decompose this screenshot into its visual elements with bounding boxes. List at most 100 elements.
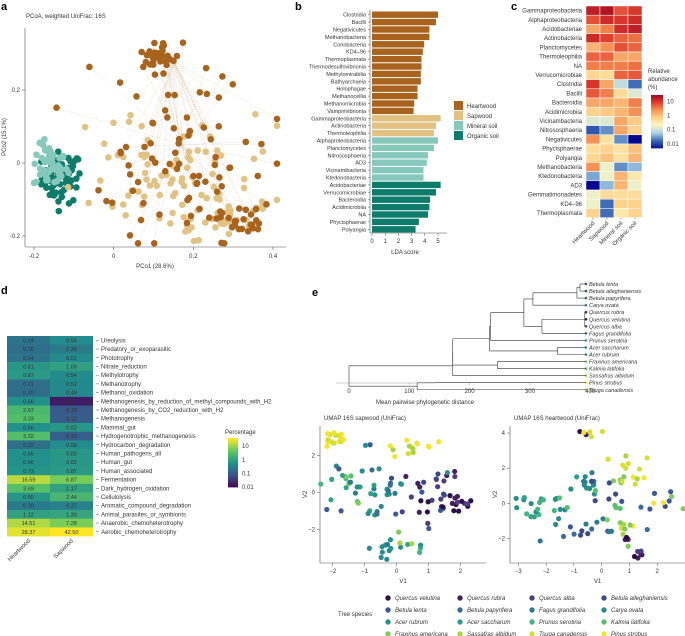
function-col-label: Heartwood xyxy=(7,538,32,563)
abundance-cell xyxy=(627,125,643,136)
function-cell-value: 16.59 xyxy=(22,478,36,484)
dendrogram-leaf-label: Prunus serotina xyxy=(589,338,628,344)
umap-point xyxy=(588,434,594,440)
abundance-cell xyxy=(627,116,643,126)
pcoa-point-sapwood xyxy=(125,192,132,199)
umap-point xyxy=(392,453,398,460)
pcoa-point-heartwood xyxy=(247,221,255,228)
abundance-cell xyxy=(613,51,629,62)
lda-bar xyxy=(372,196,431,203)
function-cell-value: 0.56 xyxy=(66,338,77,344)
pcoa-point-heartwood xyxy=(202,178,209,186)
umap-title: UMAP 16S sapwood (UniFrac) xyxy=(324,416,406,422)
pcoa-point-mineral-soil xyxy=(44,176,51,184)
pcoa-connector xyxy=(173,60,231,168)
percentage-colorbar-segment xyxy=(228,449,238,452)
function-cell-value: 0.87 xyxy=(23,373,34,379)
abundance-row-label: Thermoleophilia xyxy=(539,55,582,61)
pcoa-point-heartwood xyxy=(238,225,246,233)
umap-y-tick-label: 2 xyxy=(312,454,316,460)
pcoa-point-heartwood xyxy=(151,71,159,78)
lda-category-label: Thermoplasmata xyxy=(325,57,367,63)
species-legend-label: Carya ovata xyxy=(611,608,644,614)
species-legend-swatch xyxy=(601,619,607,625)
lda-bar xyxy=(372,115,441,122)
dendrogram-leaf-label: Kalmia latifolia xyxy=(589,367,624,373)
umap-point xyxy=(324,431,331,437)
abundance-cell xyxy=(599,106,615,117)
function-cell-value: 0.24 xyxy=(23,356,34,362)
lda-bar xyxy=(372,70,421,78)
pcoa-point-sapwood xyxy=(143,176,150,183)
lda-bar xyxy=(372,11,438,18)
colorbar-segment xyxy=(651,102,663,105)
species-legend-swatch xyxy=(529,595,535,601)
function-cell xyxy=(50,370,93,380)
lda-category-label: Gammaproteobacteria xyxy=(311,116,367,122)
umap-point xyxy=(347,479,354,485)
lda-legend-swatch xyxy=(454,131,463,140)
dendrogram-leaf-label: Quercus rubra xyxy=(589,310,624,316)
abundance-cell xyxy=(585,171,601,182)
umap-point xyxy=(379,544,385,550)
pcoa-connector xyxy=(152,60,174,123)
function-cell-value: 0.21 xyxy=(23,382,34,388)
abundance-row-label: AD3 xyxy=(570,183,582,189)
umap-point xyxy=(623,453,629,459)
pcoa-point-sapwood xyxy=(203,194,210,202)
percentage-colorbar-segment xyxy=(228,452,238,455)
function-cell-value: 0.66 xyxy=(23,425,34,431)
function-cell-value: 14.51 xyxy=(22,521,36,527)
lda-category-label: Negativicutes xyxy=(333,28,366,34)
abundance-cell xyxy=(627,171,643,182)
function-cell-value: 1.09 xyxy=(66,364,77,370)
umap-point xyxy=(660,500,666,506)
umap-y-tick-label: 2 xyxy=(502,466,506,472)
umap-point xyxy=(328,497,334,503)
lda-bar xyxy=(372,33,430,41)
umap-point xyxy=(600,516,606,522)
function-cell-value: 0.12 xyxy=(66,417,77,423)
pcoa-point-organic-soil xyxy=(55,198,62,205)
function-cell xyxy=(7,388,50,398)
function-row-label: Methanogenesis xyxy=(101,417,145,423)
function-cell xyxy=(7,466,50,476)
pcoa-point-mineral-soil xyxy=(57,166,65,174)
pcoa-point-sapwood xyxy=(259,205,267,213)
function-cell xyxy=(7,379,50,389)
pcoa-x-tick-label: 0.2 xyxy=(189,254,198,260)
function-cell xyxy=(50,379,93,389)
pcoa-point-sapwood xyxy=(198,191,205,199)
umap-point xyxy=(343,485,349,491)
lda-bar xyxy=(372,189,437,196)
pcoa-point-mineral-soil xyxy=(31,160,39,168)
abundance-cell xyxy=(599,70,615,80)
pcoa-point-heartwood xyxy=(157,58,164,65)
function-cell-value: 0.73 xyxy=(23,469,34,475)
dendrogram-tick-label: 0 xyxy=(347,389,351,395)
function-cell xyxy=(50,527,93,537)
pcoa-point-heartwood xyxy=(184,196,191,204)
species-legend-swatch xyxy=(385,619,391,625)
function-cell-value: 0.02 xyxy=(66,399,77,405)
function-cell-value: 0.49 xyxy=(66,391,77,397)
umap-point xyxy=(404,437,410,443)
pcoa-point-sapwood xyxy=(195,236,202,244)
pcoa-point-heartwood xyxy=(162,58,169,65)
umap-point xyxy=(338,508,344,514)
umap-point xyxy=(647,506,653,512)
abundance-cell xyxy=(585,180,601,191)
umap-y-tick-label: −2 xyxy=(498,536,506,542)
umap-point xyxy=(521,494,527,501)
pcoa-connector xyxy=(173,60,253,229)
function-cell xyxy=(50,388,93,398)
pcoa-connector xyxy=(143,66,182,145)
abundance-cell xyxy=(599,198,615,209)
pcoa-point-heartwood xyxy=(122,143,130,151)
lda-bar xyxy=(372,63,422,70)
percentage-colorbar-segment xyxy=(228,472,238,475)
pcoa-point-mineral-soil xyxy=(51,178,58,186)
umap-point xyxy=(456,508,462,514)
pcoa-connector xyxy=(173,60,179,144)
